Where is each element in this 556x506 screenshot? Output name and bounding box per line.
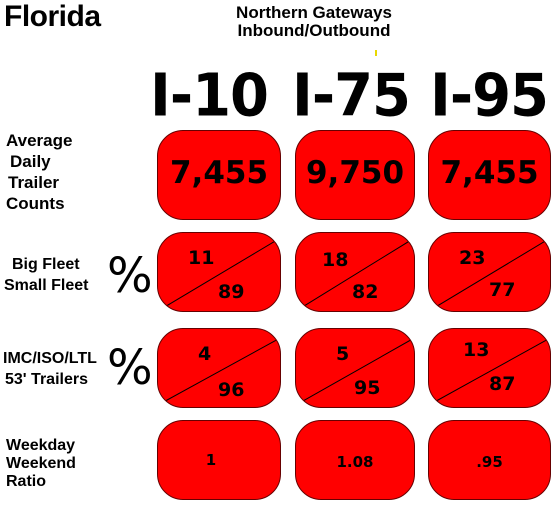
small-fleet-value: 89 [218,281,245,303]
row-label-fleet: Big Fleet Small Fleet [4,254,88,296]
cell-trailer-count-i95: 7,455 [428,130,551,220]
small-fleet-value: 77 [489,279,516,301]
row-label-trailer-counts: Average Daily Trailer Counts [6,130,72,214]
cell-ratio-i75: 1.08 [295,420,415,500]
highway-header-i95: I-95 [430,62,549,131]
diagonal-divider [296,337,414,406]
diagonal-divider [158,237,280,311]
imc-iso-ltl-value: 4 [198,343,212,365]
cell-trailer-count-i75: 9,750 [295,130,415,220]
imc-iso-ltl-value: 13 [463,339,490,361]
row-label-line: Average [6,131,73,150]
highway-header-i10: I-10 [150,62,269,131]
ratio-value: 1.08 [336,453,374,471]
trailer-count-value: 7,455 [169,155,269,191]
row-label-line: 53' Trailers [5,371,88,388]
big-fleet-value: 11 [188,247,215,269]
cell-fleet-i95: 23 77 [428,232,551,312]
big-fleet-value: 18 [322,249,349,271]
row-label-line: Trailer [8,173,60,192]
percent-symbol: % [107,340,153,396]
cell-trailer-count-i10: 7,455 [157,130,281,220]
row-label-line: IMC/ISO/LTL [3,350,97,367]
row-label-line: Counts [6,194,65,213]
subtitle-line-2: Inbound/Outbound [237,21,391,40]
big-fleet-value: 23 [459,247,486,269]
ratio-value: 1 [205,451,217,469]
row-label-line: Small Fleet [4,277,89,294]
row-label-line: Daily [10,152,51,171]
53ft-trailer-value: 87 [489,373,516,395]
cell-ratio-i95: .95 [428,420,551,500]
53ft-trailer-value: 96 [218,379,245,401]
trailer-count-value: 9,750 [305,155,405,191]
ratio-value: .95 [476,453,503,471]
53ft-trailer-value: 95 [354,377,381,399]
cell-fleet-i10: 11 89 [157,232,281,312]
cell-ratio-i10: 1 [157,420,281,500]
page-title: Florida [4,0,101,33]
subtitle-line-1: Northern Gateways [236,3,392,22]
row-label-line: Weekday [6,437,76,454]
subtitle: Northern Gateways Inbound/Outbound [200,4,428,40]
decorative-mark [375,50,377,56]
cell-fleet-i75: 18 82 [295,232,415,312]
imc-iso-ltl-value: 5 [336,343,350,365]
percent-symbol: % [107,248,153,304]
diagonal-divider [158,337,280,406]
cell-trailers-i95: 13 87 [428,328,551,408]
highway-header-i75: I-75 [292,62,411,131]
row-label-line: Big Fleet [12,256,80,273]
cell-trailers-i10: 4 96 [157,328,281,408]
row-label-trailers: IMC/ISO/LTL 53' Trailers [3,348,97,390]
trailer-count-value: 7,455 [440,155,539,191]
cell-trailers-i75: 5 95 [295,328,415,408]
diagonal-divider [296,237,414,311]
diagonal-divider [429,337,550,406]
row-label-line: Weekend [6,455,76,472]
row-label-ratio: Weekday Weekend Ratio [6,437,76,491]
diagonal-divider [429,237,550,311]
row-label-line: Ratio [6,473,46,490]
small-fleet-value: 82 [352,281,379,303]
